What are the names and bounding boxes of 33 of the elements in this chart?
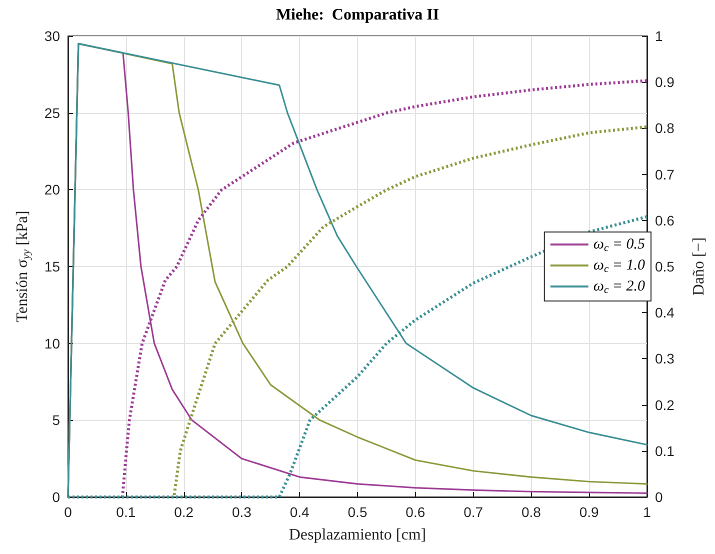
y-tick-label: 25	[44, 104, 60, 121]
x-tick-label: 0.5	[348, 504, 368, 520]
x-tick-label: 0.7	[464, 504, 484, 520]
y2-axis-title: Daño [−]	[690, 237, 708, 296]
y-tick-label: 30	[44, 28, 60, 44]
y2-tick-label: 0.7	[655, 166, 675, 182]
x-tick-label: 0	[64, 504, 72, 520]
x-tick-label: 0.9	[579, 504, 600, 520]
y-tick-label: 20	[44, 182, 60, 198]
y2-tick-label: 0.6	[655, 212, 675, 228]
y2-tick-label: 0	[655, 489, 663, 505]
x-tick-label: 0.6	[406, 504, 426, 520]
y-tick-label: 10	[44, 335, 60, 352]
x-tick-label: 1	[643, 504, 652, 520]
y-axis-title: Tensión σyy [kPa]	[14, 210, 32, 322]
y-tick-label: 0	[52, 489, 60, 505]
y-tick-label: 5	[52, 412, 60, 428]
y-tick-label: 15	[44, 258, 60, 274]
x-axis-title: Desplazamiento [cm]	[288, 526, 426, 544]
y2-tick-label: 0.2	[655, 396, 675, 413]
y2-tick-label: 0.8	[655, 120, 675, 136]
y2-tick-label: 0.3	[655, 350, 675, 367]
y2-tick-label: 1	[655, 28, 663, 44]
x-tick-label: 0.3	[232, 504, 252, 520]
y2-tick-label: 0.1	[655, 442, 675, 459]
y2-tick-label: 0.9	[655, 74, 675, 90]
y2-tick-label: 0.4	[655, 304, 675, 321]
x-tick-label: 0.1	[116, 504, 136, 520]
y2-tick-label: 0.5	[655, 258, 675, 274]
x-tick-label: 0.4	[290, 504, 310, 520]
chart-title: Miehe: Comparativa II	[276, 6, 440, 24]
x-tick-label: 0.8	[521, 504, 542, 520]
x-tick-label: 0.2	[174, 504, 194, 520]
